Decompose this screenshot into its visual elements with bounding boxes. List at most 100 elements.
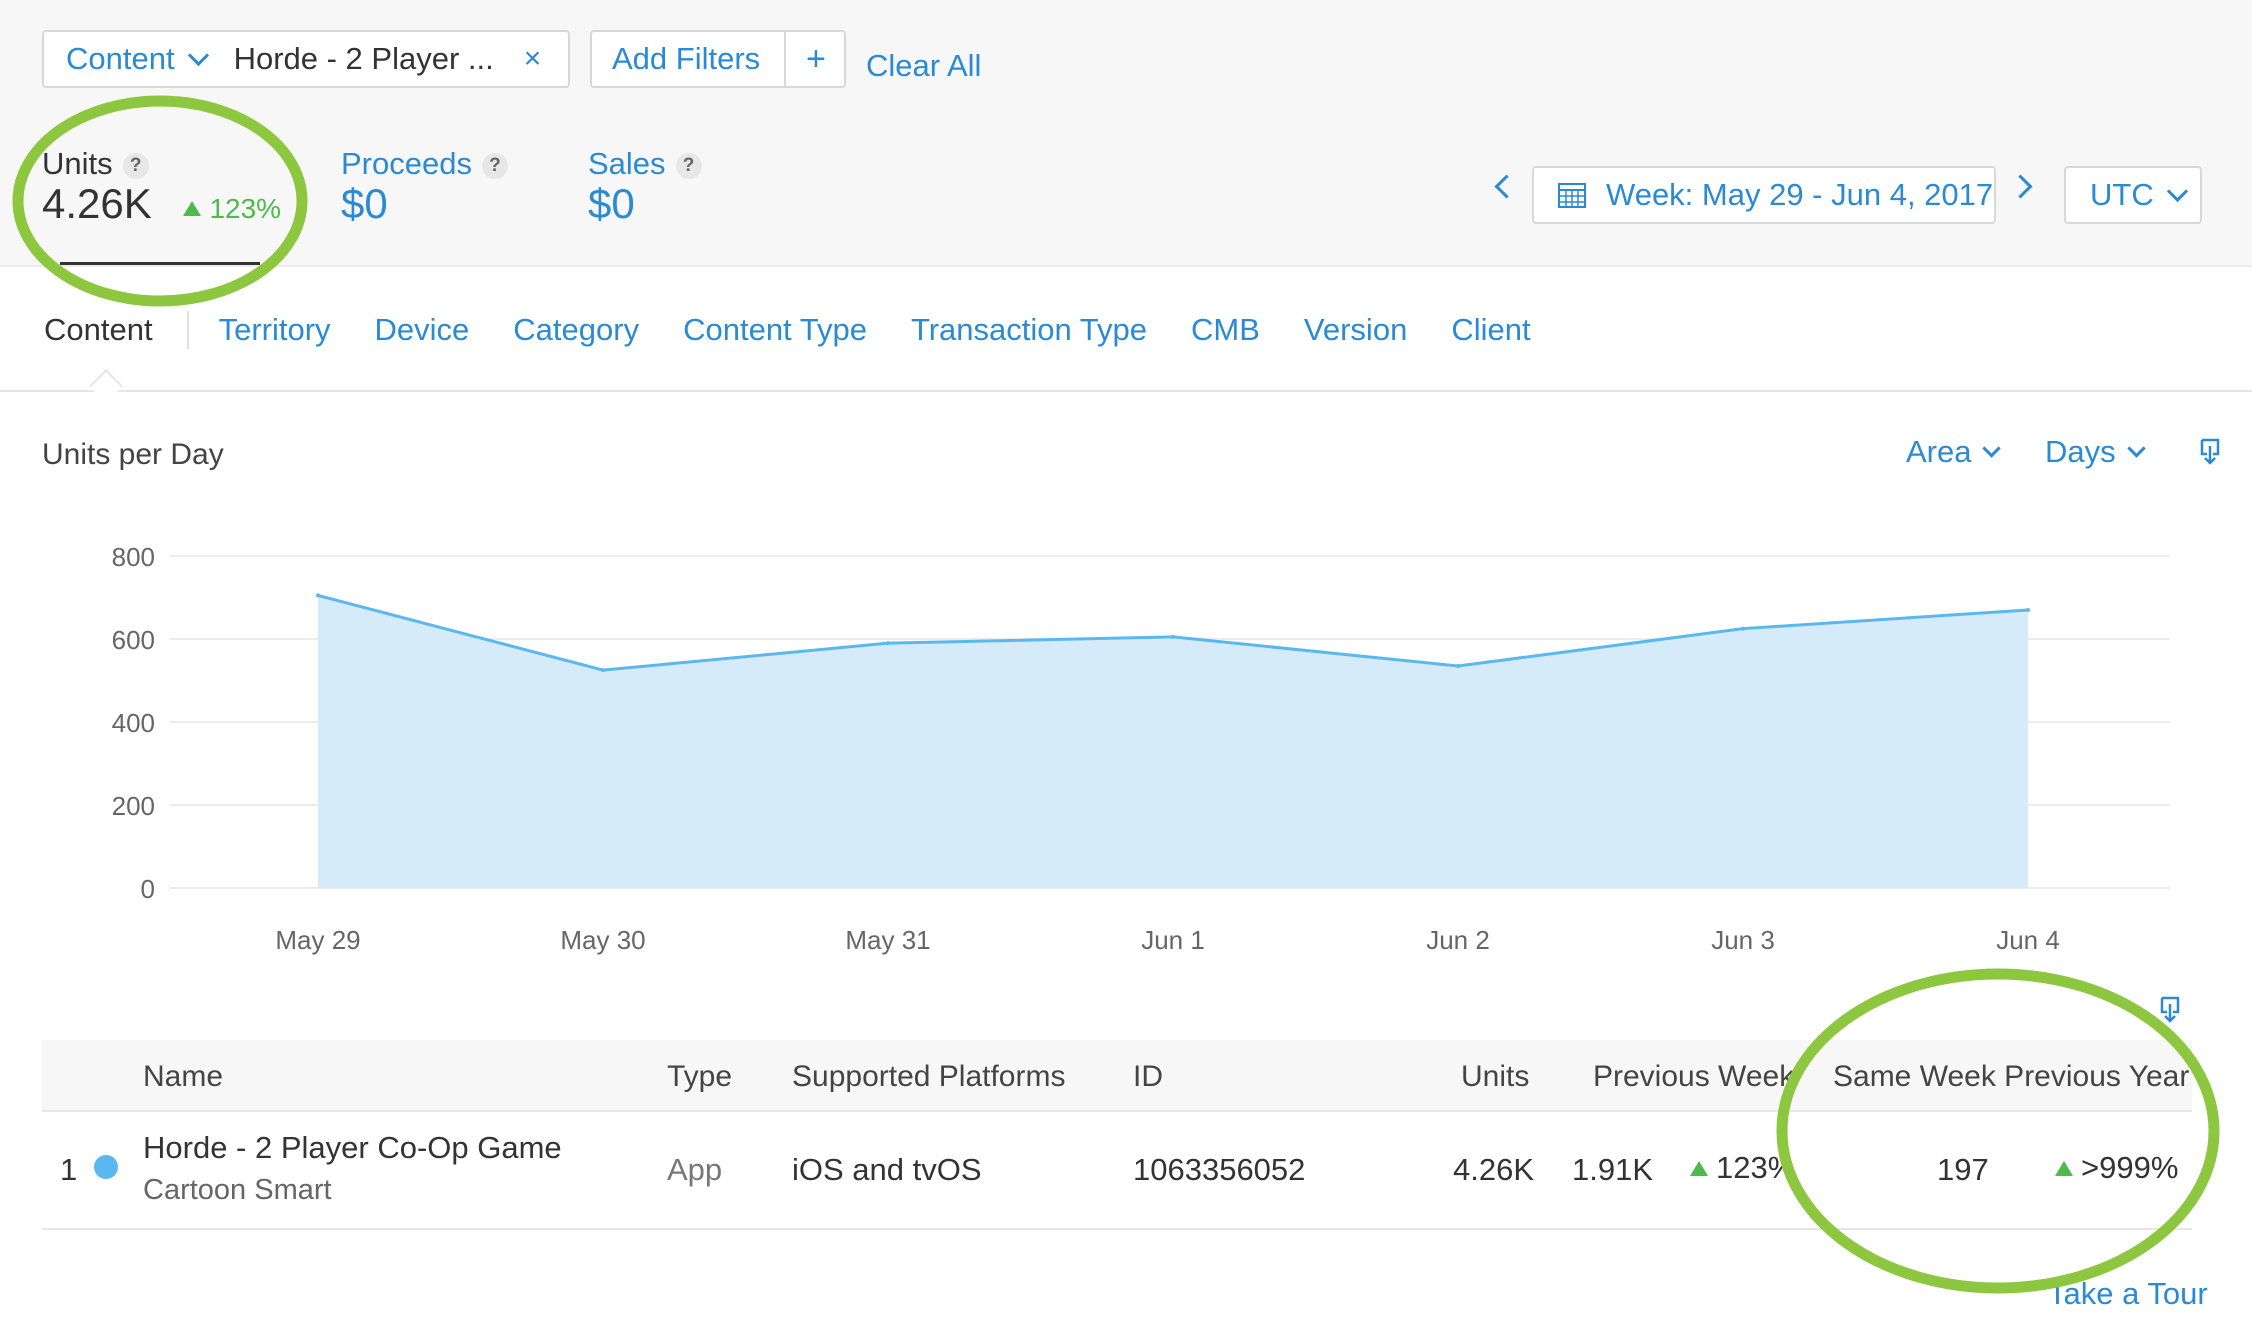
proceeds-label[interactable]: Proceeds (341, 146, 472, 181)
tab-divider (186, 311, 189, 349)
row-previous-year-value: 197 (1937, 1152, 1989, 1187)
units-metric-tab[interactable]: Units? (42, 146, 149, 182)
row-previous-week-value: 1.91K (1572, 1152, 1654, 1187)
annotation-circle-previous-year (1776, 968, 2220, 1294)
chevron-down-icon[interactable] (2166, 180, 2188, 202)
header-name[interactable]: Name (143, 1060, 224, 1093)
row-platforms: iOS and tvOS (792, 1152, 982, 1187)
sales-metric-tab[interactable]: Sales? (588, 146, 702, 182)
units-label: Units (42, 146, 113, 181)
row-id: 1063356052 (1133, 1152, 1306, 1187)
row-previous-week-delta: 123% (1690, 1150, 1790, 1186)
area-fill (318, 595, 2028, 888)
sales-value[interactable]: $0 (588, 180, 635, 227)
x-tick-label: May 31 (845, 925, 930, 955)
sales-label[interactable]: Sales (588, 146, 666, 181)
arrow-up-icon (2055, 1161, 2073, 1176)
row-app-name-link[interactable]: Horde - 2 Player Co-Op Game (143, 1130, 562, 1165)
timezone-label[interactable]: UTC (2090, 177, 2154, 212)
active-metric-underline (60, 262, 260, 265)
units-delta-value: 123% (209, 193, 282, 224)
proceeds-metric-tab[interactable]: Proceeds? (341, 146, 508, 182)
header-platforms[interactable]: Supported Platforms (792, 1060, 1066, 1093)
take-a-tour-link[interactable]: Take a Tour (2048, 1276, 2208, 1311)
x-tick-label: Jun 1 (1141, 925, 1205, 955)
chart-title: Units per Day (42, 438, 224, 471)
data-point (1741, 626, 1745, 631)
units-value: 4.26K (42, 180, 152, 227)
y-tick-label: 800 (112, 542, 155, 572)
tab-category[interactable]: Category (513, 312, 640, 347)
arrow-up-icon (1690, 1161, 1708, 1176)
tab-version[interactable]: Version (1303, 312, 1408, 347)
clear-all-link[interactable]: Clear All (866, 48, 982, 83)
download-icon[interactable] (2200, 438, 2220, 466)
content-filter[interactable]: Content Horde - 2 Player ... × (42, 30, 570, 88)
table-download-icon[interactable] (2160, 996, 2180, 1024)
previous-week-delta-value: 123% (1716, 1150, 1790, 1185)
add-filters-control[interactable]: Add Filters + (590, 30, 846, 88)
timezone-select[interactable]: UTC (2064, 166, 2202, 224)
tab-transaction-type[interactable]: Transaction Type (910, 312, 1148, 347)
y-tick-label: 600 (112, 625, 155, 655)
row-rank: 1 (60, 1152, 78, 1187)
row-previous-year-delta: >999% (2055, 1150, 2178, 1186)
row-developer: Cartoon Smart (143, 1174, 332, 1206)
tab-content-type[interactable]: Content Type (683, 312, 867, 347)
header-same-week-previous-year[interactable]: Same Week Previous Year (1833, 1060, 2190, 1093)
y-tick-label: 0 (141, 874, 155, 904)
row-units: 4.26K (1453, 1152, 1535, 1187)
dimension-tabs: Content Territory Device Category Conten… (44, 310, 1575, 350)
help-icon[interactable]: ? (122, 153, 149, 179)
series-color-dot (94, 1155, 118, 1179)
x-tick-label: Jun 3 (1711, 925, 1775, 955)
data-point (1171, 634, 1175, 639)
data-point (886, 641, 890, 646)
help-icon[interactable]: ? (675, 153, 702, 179)
x-tick-label: Jun 4 (1996, 925, 2060, 955)
arrow-up-icon (183, 201, 202, 216)
add-filters-button[interactable]: Add Filters (612, 41, 761, 76)
calendar-icon (1558, 183, 1586, 208)
divider (784, 30, 786, 88)
row-divider (42, 1228, 2192, 1230)
active-tab-caret (89, 369, 123, 403)
proceeds-value[interactable]: $0 (341, 180, 388, 227)
x-tick-label: May 29 (275, 925, 360, 955)
chart-type-select[interactable]: Area (1906, 434, 2002, 470)
date-range-picker[interactable]: Week: May 29 - Jun 4, 2017 (1532, 166, 1996, 224)
y-tick-label: 200 (112, 791, 155, 821)
data-point (601, 668, 605, 673)
granularity-label[interactable]: Days (2045, 434, 2116, 469)
tab-device[interactable]: Device (374, 312, 470, 347)
header-units[interactable]: Units (1461, 1060, 1530, 1093)
help-icon[interactable]: ? (481, 153, 508, 179)
x-tick-label: May 30 (560, 925, 645, 955)
add-filter-plus-button[interactable]: + (806, 39, 826, 78)
header-id[interactable]: ID (1133, 1060, 1163, 1093)
tab-client[interactable]: Client (1451, 312, 1531, 347)
chevron-down-icon[interactable] (2126, 438, 2146, 458)
chevron-down-icon[interactable] (187, 44, 209, 66)
tabs-border (0, 390, 2252, 392)
data-point (316, 593, 320, 598)
previous-year-delta-value: >999% (2081, 1150, 2179, 1185)
granularity-select[interactable]: Days (2045, 434, 2146, 470)
data-point (1456, 663, 1460, 668)
header-previous-week[interactable]: Previous Week (1593, 1060, 1795, 1093)
header-type[interactable]: Type (667, 1060, 733, 1093)
x-tick-label: Jun 2 (1426, 925, 1490, 955)
row-type: App (667, 1152, 723, 1187)
chevron-down-icon[interactable] (1982, 438, 2002, 458)
tab-cmb[interactable]: CMB (1191, 312, 1260, 347)
data-point (2026, 607, 2030, 612)
units-delta: 123% (183, 193, 281, 224)
tab-content[interactable]: Content (44, 312, 153, 347)
chart-type-label[interactable]: Area (1906, 434, 1972, 469)
y-tick-label: 400 (112, 708, 155, 738)
date-range-label[interactable]: Week: May 29 - Jun 4, 2017 (1606, 177, 1994, 212)
remove-filter-button[interactable]: × (523, 42, 542, 75)
tab-territory[interactable]: Territory (218, 312, 331, 347)
content-filter-value: Horde - 2 Player ... (233, 41, 494, 76)
content-filter-label[interactable]: Content (66, 41, 175, 76)
